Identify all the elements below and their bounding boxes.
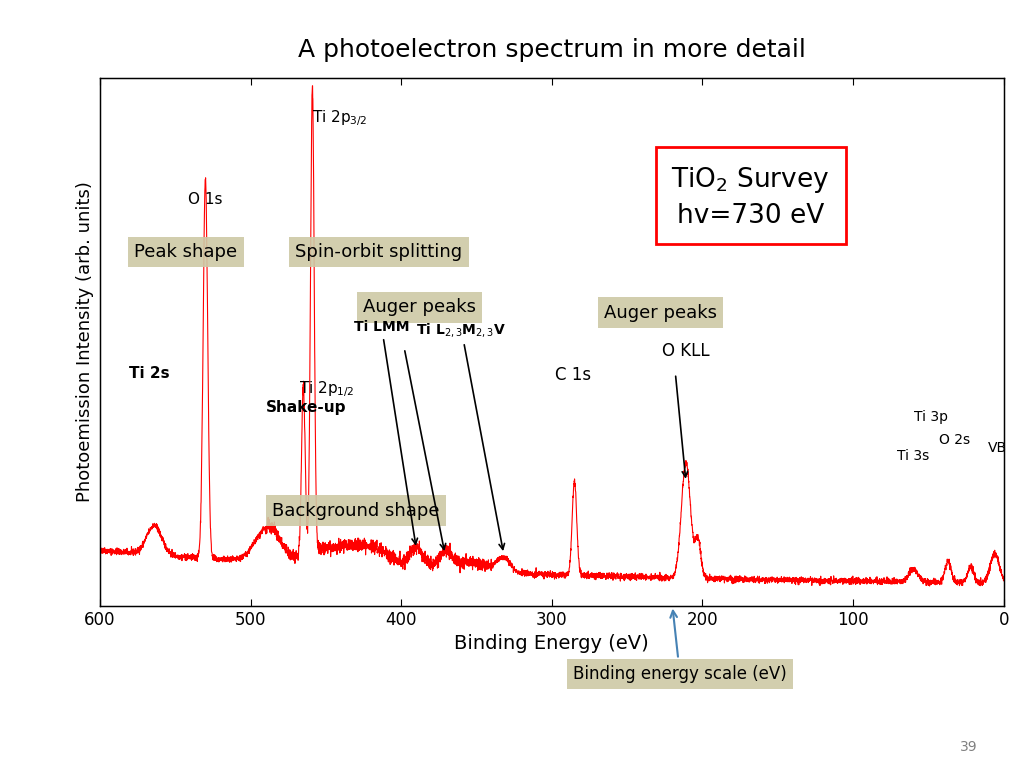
Text: Ti 2p$_{3/2}$: Ti 2p$_{3/2}$ xyxy=(312,108,368,128)
Title: A photoelectron spectrum in more detail: A photoelectron spectrum in more detail xyxy=(298,38,806,62)
Text: O KLL: O KLL xyxy=(663,343,710,360)
Text: Ti L$_{2,3}$M$_{2,3}$V: Ti L$_{2,3}$M$_{2,3}$V xyxy=(417,321,507,549)
Text: Ti 2s: Ti 2s xyxy=(129,366,170,381)
Text: O 2s: O 2s xyxy=(939,433,971,447)
Text: Peak shape: Peak shape xyxy=(134,243,238,261)
Text: Ti 2p$_{1/2}$: Ti 2p$_{1/2}$ xyxy=(299,379,354,399)
Text: Ti LMM: Ti LMM xyxy=(354,320,418,544)
Text: 39: 39 xyxy=(961,740,978,754)
Text: Background shape: Background shape xyxy=(272,502,440,520)
Text: TiO$_2$ Survey
hv=730 eV: TiO$_2$ Survey hv=730 eV xyxy=(672,164,829,229)
Text: Spin-orbit splitting: Spin-orbit splitting xyxy=(295,243,462,261)
X-axis label: Binding Energy (eV): Binding Energy (eV) xyxy=(455,634,649,653)
Text: Auger peaks: Auger peaks xyxy=(362,299,476,316)
Y-axis label: Photoemission Intensity (arb. units): Photoemission Intensity (arb. units) xyxy=(77,181,94,502)
Text: Ti 3p: Ti 3p xyxy=(914,409,948,424)
Text: O 1s: O 1s xyxy=(188,192,222,207)
Text: Auger peaks: Auger peaks xyxy=(604,304,717,322)
Text: Binding energy scale (eV): Binding energy scale (eV) xyxy=(573,611,786,684)
Text: C 1s: C 1s xyxy=(555,366,591,384)
Text: VB: VB xyxy=(988,442,1008,455)
Text: Ti 3s: Ti 3s xyxy=(897,449,930,463)
Text: Shake-up: Shake-up xyxy=(265,400,346,415)
